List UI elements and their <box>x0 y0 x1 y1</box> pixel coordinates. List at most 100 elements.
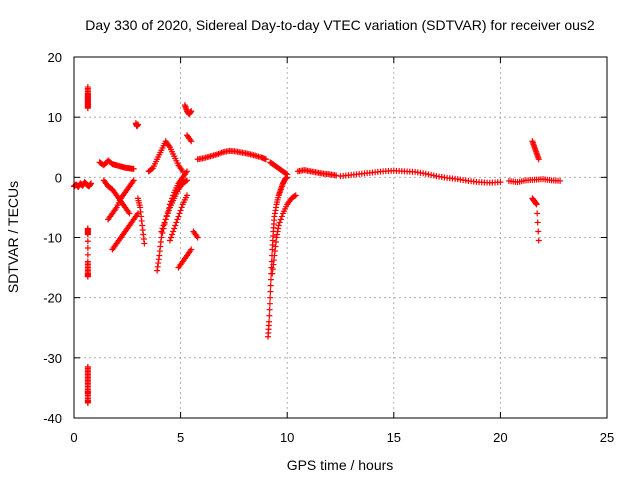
data-point <box>535 228 542 235</box>
chart-title: Day 330 of 2020, Sidereal Day-to-day VTE… <box>85 17 595 33</box>
series-arc-10 <box>175 246 195 271</box>
data-point <box>430 172 437 179</box>
series-spike-0.7-up <box>84 84 91 112</box>
data-point <box>177 207 184 214</box>
data-point <box>84 245 91 252</box>
x-tick-label: 10 <box>280 430 294 445</box>
data-point <box>158 228 165 235</box>
series-spike-0.7-low <box>84 363 91 406</box>
data-point <box>161 219 168 226</box>
y-tick-label: 20 <box>48 50 62 65</box>
data-point <box>534 210 541 217</box>
data-point <box>497 179 504 186</box>
y-tick-label: -30 <box>43 351 62 366</box>
series-spike-21.6-up <box>529 138 542 163</box>
data-point <box>183 177 190 184</box>
data-point <box>425 171 432 178</box>
data-point <box>188 108 195 115</box>
data-point <box>84 251 91 258</box>
data-point <box>267 276 274 283</box>
data-point <box>166 237 173 244</box>
data-point <box>130 177 137 184</box>
series-arc-3 <box>105 177 137 223</box>
y-tick-label: 0 <box>55 170 62 185</box>
data-point <box>182 178 189 185</box>
data-point <box>188 138 195 145</box>
data-point <box>266 312 273 319</box>
grid <box>74 57 607 418</box>
data-point <box>183 192 190 199</box>
data-point <box>141 240 148 247</box>
series-arc-5 <box>134 195 148 247</box>
data-point <box>278 213 285 220</box>
y-tick-label: -40 <box>43 411 62 426</box>
data-point <box>428 171 435 178</box>
data-point <box>171 225 178 232</box>
x-tick-label: 25 <box>600 430 614 445</box>
data-point <box>262 156 269 163</box>
data-point <box>266 318 273 325</box>
data-point <box>176 210 183 217</box>
data-point <box>162 216 169 223</box>
series-arc-11 <box>183 132 195 145</box>
data-point <box>277 216 284 223</box>
data-point <box>172 222 179 229</box>
data-point <box>84 399 91 406</box>
data-point <box>130 165 137 172</box>
data-point <box>267 282 274 289</box>
series-spike-0.7-mid <box>84 225 91 280</box>
data-point <box>188 246 195 253</box>
data-points <box>71 84 564 406</box>
x-tick-label: 5 <box>177 430 184 445</box>
series-arc-main-6-9 <box>194 147 269 163</box>
data-point <box>266 300 273 307</box>
data-point <box>283 170 290 177</box>
data-point <box>84 238 91 245</box>
data-point <box>267 294 274 301</box>
x-tick-label: 15 <box>387 430 401 445</box>
series-spike-5.3 <box>181 102 195 118</box>
data-point <box>84 273 91 280</box>
data-point <box>163 213 170 220</box>
data-point <box>557 177 564 184</box>
series-arc-1 <box>96 157 137 172</box>
data-point <box>275 222 282 229</box>
series-arc-12 <box>190 228 201 241</box>
data-point <box>178 204 185 211</box>
series-arc-10-12 <box>294 167 340 179</box>
series-arc-12-20 <box>337 167 504 186</box>
data-point <box>173 219 180 226</box>
series-arc-9.3-deep <box>265 174 291 340</box>
data-point <box>183 168 190 175</box>
y-tick-label: -10 <box>43 231 62 246</box>
data-point <box>292 192 299 199</box>
y-tick-label: 10 <box>48 110 62 125</box>
data-point <box>84 231 91 238</box>
data-point <box>266 306 273 313</box>
data-point <box>535 237 542 244</box>
data-point <box>174 216 181 223</box>
data-point <box>535 156 542 163</box>
series-arc-4 <box>109 210 141 253</box>
x-tick-label: 20 <box>493 430 507 445</box>
data-point <box>194 234 201 241</box>
series-arc-8 <box>158 177 190 235</box>
data-point <box>291 193 298 200</box>
x-tick-label: 0 <box>70 430 77 445</box>
data-point <box>170 228 177 235</box>
series-spike-2.9 <box>132 120 141 130</box>
data-point <box>169 231 176 238</box>
data-point <box>276 219 283 226</box>
axis-ticks: 0 5 10 15 20 25 -40 -30 -20 -10 0 10 20 <box>43 50 614 445</box>
data-point <box>164 210 171 217</box>
series-arc-6 <box>145 138 186 175</box>
data-point <box>175 213 182 220</box>
series-arc-20-23 <box>505 176 564 186</box>
data-point <box>534 219 541 226</box>
data-point <box>88 180 95 187</box>
data-point <box>148 166 155 173</box>
data-point <box>284 171 291 178</box>
y-tick-label: -20 <box>43 291 62 306</box>
series-spike-21.6-down <box>529 195 542 244</box>
